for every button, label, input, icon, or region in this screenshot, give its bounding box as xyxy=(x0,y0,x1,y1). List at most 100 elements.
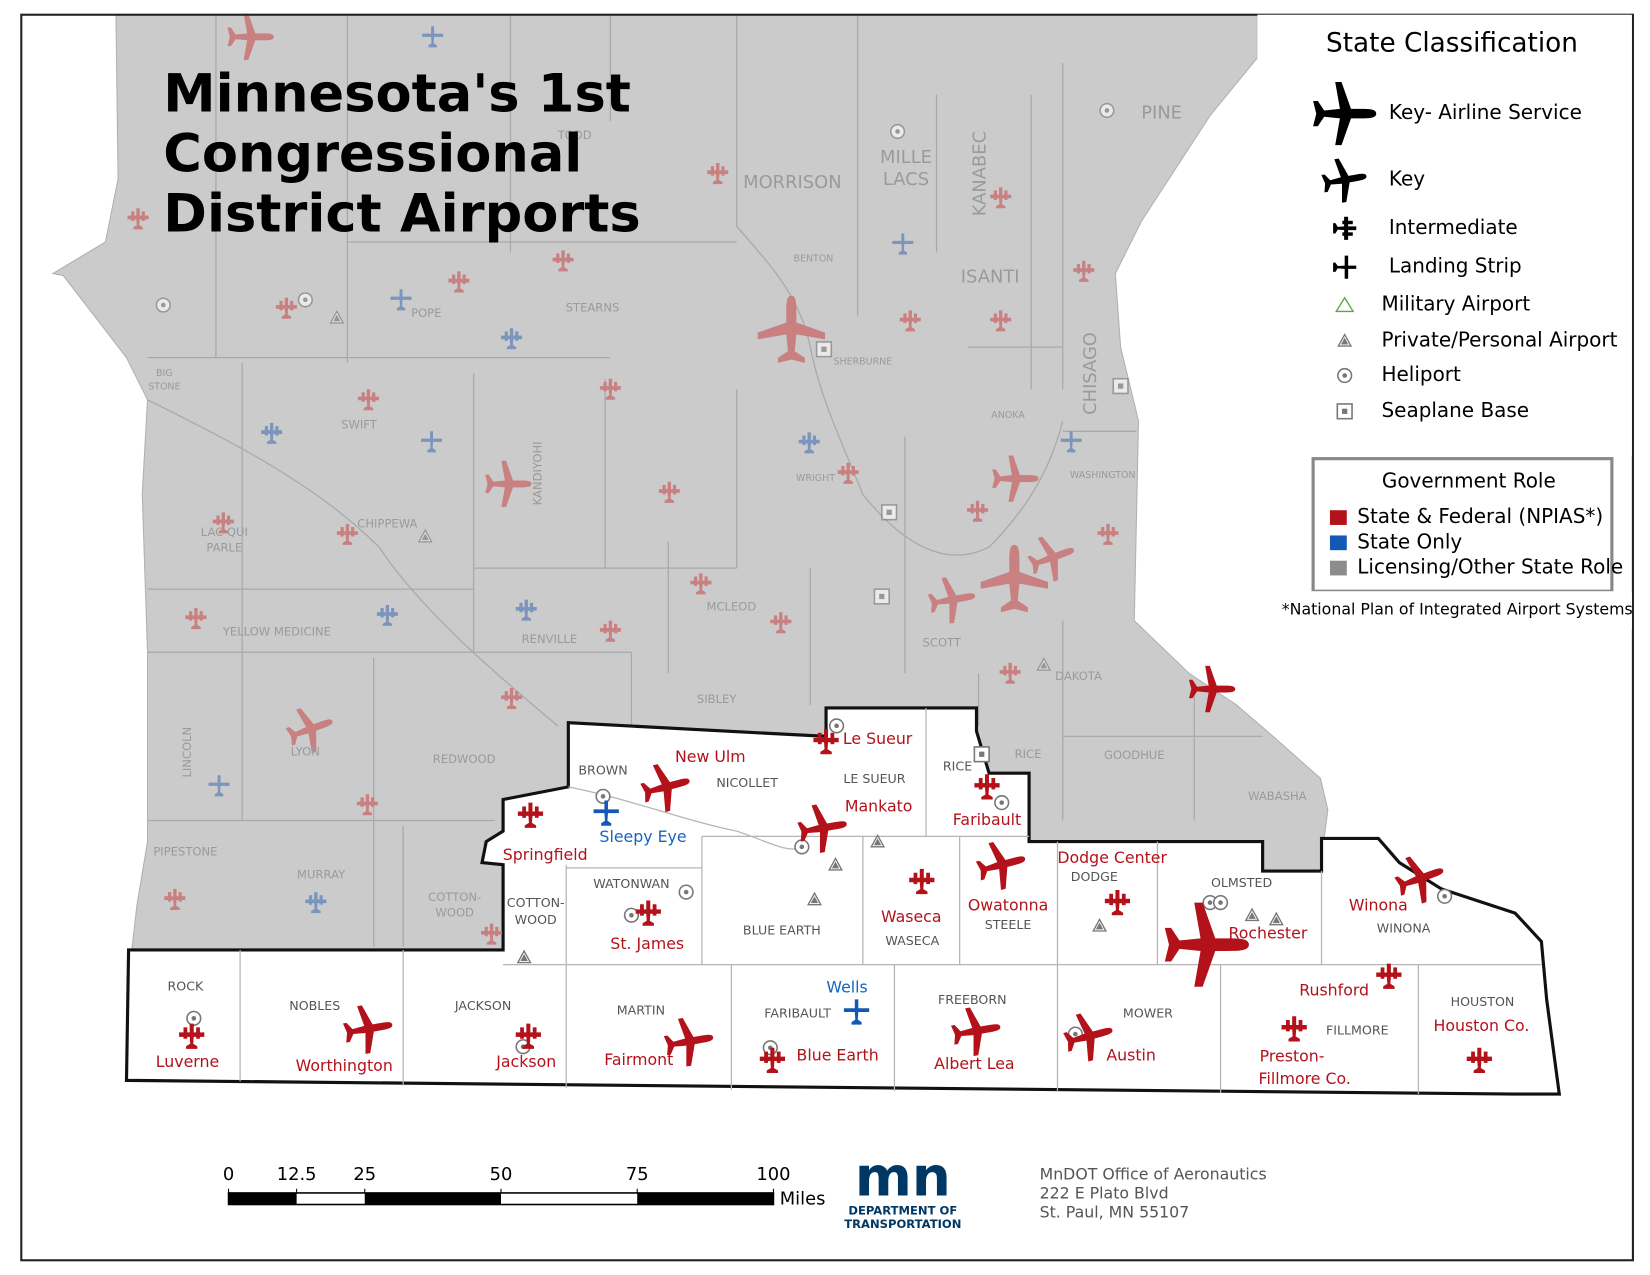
county-label: MOWER xyxy=(1123,1006,1173,1021)
airport-label: Springfield xyxy=(503,845,588,864)
scale-bar-label: 50 xyxy=(490,1164,513,1185)
county-label: ANOKA xyxy=(991,410,1025,421)
county-label: WRIGHT xyxy=(796,473,835,484)
airport-label: Rushford xyxy=(1299,980,1369,999)
airport-label: Jackson xyxy=(495,1052,556,1071)
legend-label: Private/Personal Airport xyxy=(1381,327,1617,351)
county-label: STEARNS xyxy=(566,301,620,315)
county-label: PARLE xyxy=(206,541,242,555)
county-label: FARIBAULT xyxy=(764,1006,831,1021)
county-label: WOOD xyxy=(515,912,557,927)
county-label: CHISAGO xyxy=(1080,332,1101,415)
airport-label: Fillmore Co. xyxy=(1259,1069,1351,1088)
county-label: STONE xyxy=(148,382,180,393)
county-label: KANABEC xyxy=(970,131,991,216)
legend-label: Military Airport xyxy=(1381,292,1530,316)
county-label: BLUE EARTH xyxy=(743,923,821,938)
county-label: LE SUEUR xyxy=(843,771,905,786)
airport-label: Luverne xyxy=(156,1052,219,1071)
county-label: BIG xyxy=(156,368,173,379)
county-label: MILLE xyxy=(880,147,932,168)
airport-label: Rochester xyxy=(1228,924,1307,943)
county-label: SCOTT xyxy=(923,635,962,649)
county-label: FILLMORE xyxy=(1326,1022,1389,1037)
county-label: PINE xyxy=(1141,103,1182,124)
airport-label: Waseca xyxy=(881,907,941,926)
scale-bar-label: 12.5 xyxy=(277,1164,317,1185)
legend-label: Landing Strip xyxy=(1389,254,1522,278)
seaplane-base xyxy=(973,746,990,763)
heliport xyxy=(889,123,906,140)
county-label: STEELE xyxy=(985,917,1032,932)
address-line: MnDOT Office of Aeronautics xyxy=(1040,1165,1267,1184)
county-label: MORRISON xyxy=(743,172,841,193)
county-label: WINONA xyxy=(1377,920,1431,935)
county-label: LINCOLN xyxy=(180,727,194,778)
airport-label: Albert Lea xyxy=(934,1054,1014,1073)
heliport xyxy=(1436,888,1453,904)
role-label: State Only xyxy=(1357,529,1462,553)
legend-label: Key xyxy=(1389,166,1425,190)
logo-text: DEPARTMENT OF xyxy=(848,1203,957,1217)
district-county-lines xyxy=(239,707,1542,1095)
county-label: DODGE xyxy=(1071,869,1118,884)
logo-text: TRANSPORTATION xyxy=(844,1217,961,1231)
county-label: WASECA xyxy=(885,933,939,948)
legend-title: State Classification xyxy=(1326,29,1578,59)
seaplane-base xyxy=(815,341,833,358)
heliport xyxy=(794,839,810,855)
scale-bar-segment xyxy=(364,1192,501,1205)
airport-label: Winona xyxy=(1349,895,1408,914)
heliport xyxy=(1212,894,1229,911)
scale-bar-label: 75 xyxy=(626,1164,649,1185)
county-label: POPE xyxy=(411,306,441,320)
address-line: 222 E Plato Blvd xyxy=(1040,1183,1169,1202)
legend-label: Seaplane Base xyxy=(1381,398,1529,422)
county-label: JACKSON xyxy=(454,998,511,1013)
scale-bar-label: 100 xyxy=(756,1164,790,1185)
county-label: GOODHUE xyxy=(1104,748,1165,762)
scale-bar-segment xyxy=(637,1192,774,1205)
county-label: BROWN xyxy=(578,763,627,778)
county-label: MCLEOD xyxy=(706,599,756,613)
county-label: YELLOW MEDICINE xyxy=(222,625,331,639)
role-legend-box xyxy=(1311,457,1614,593)
county-label: HOUSTON xyxy=(1451,994,1515,1009)
heliport xyxy=(828,718,845,734)
county-label: ROCK xyxy=(168,978,204,993)
county-label: ISANTI xyxy=(961,267,1020,288)
airport-label: Dodge Center xyxy=(1057,848,1167,867)
county-label: MARTIN xyxy=(617,1002,665,1017)
scale-bar-segment xyxy=(228,1192,297,1205)
map-title: Congressional xyxy=(163,123,582,184)
county-label: WABASHA xyxy=(1248,789,1307,803)
role-swatch xyxy=(1329,535,1347,551)
map-title: Minnesota's 1st xyxy=(163,63,631,124)
district-area xyxy=(124,706,1562,1096)
footnote-panel xyxy=(1262,591,1632,630)
logo-mark: mn xyxy=(855,1144,951,1208)
legend-label: Intermediate xyxy=(1389,215,1518,239)
role-swatch xyxy=(1329,510,1347,525)
county-label: NOBLES xyxy=(289,998,340,1013)
legend-label: Heliport xyxy=(1381,362,1460,386)
county-label: CHIPPEWA xyxy=(357,516,417,530)
seaplane-base xyxy=(881,504,898,521)
county-label: WATONWAN xyxy=(593,876,669,891)
county-label: SWIFT xyxy=(341,418,378,432)
county-label: COTTON- xyxy=(428,890,481,904)
county-label: NICOLLET xyxy=(716,775,778,790)
county-label: WASHINGTON xyxy=(1070,470,1136,481)
seaplane-base xyxy=(1112,377,1129,395)
county-label: MURRAY xyxy=(297,868,346,882)
map-title: District Airports xyxy=(163,183,640,244)
heliport xyxy=(1099,102,1115,119)
scale-bar-label: 25 xyxy=(353,1164,376,1185)
county-label: LYON xyxy=(291,745,320,759)
county-label: DAKOTA xyxy=(1055,669,1102,683)
heliport xyxy=(297,292,313,308)
airport-label: Le Sueur xyxy=(843,729,913,748)
county-label: COTTON- xyxy=(507,895,565,910)
county-label: BENTON xyxy=(794,253,834,264)
